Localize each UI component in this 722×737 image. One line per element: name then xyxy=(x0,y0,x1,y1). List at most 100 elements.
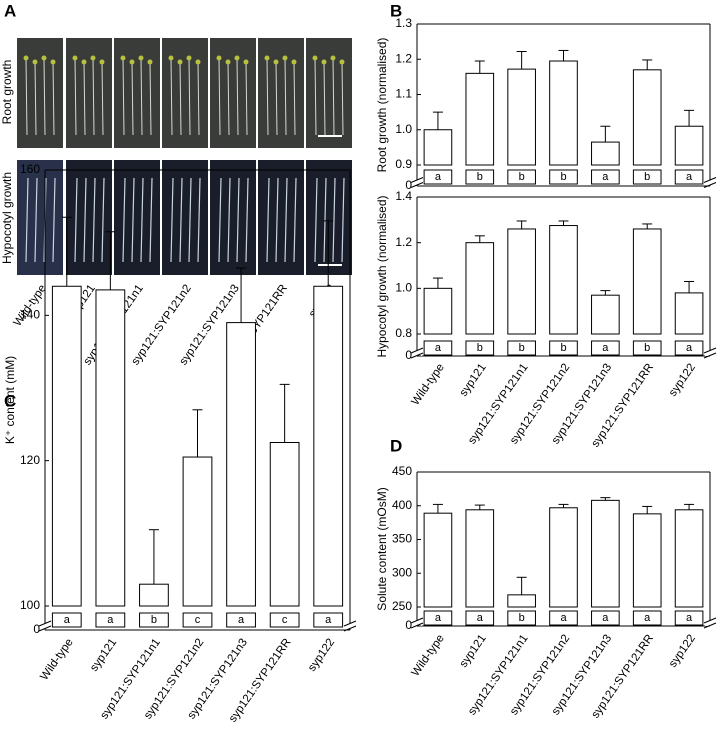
axis-break xyxy=(703,622,717,629)
panel-label: B xyxy=(390,1,402,20)
cotyledon xyxy=(120,55,126,61)
cotyledon xyxy=(81,59,87,65)
seedling xyxy=(74,177,78,263)
cotyledon xyxy=(225,59,231,65)
y-tick-label: 0.8 xyxy=(395,326,412,340)
cotyledon xyxy=(339,59,345,65)
seedling xyxy=(323,177,327,263)
seedling xyxy=(284,57,287,136)
bar xyxy=(423,287,453,335)
seedling xyxy=(188,57,191,136)
y-tick-label: 400 xyxy=(392,498,412,512)
significance-letter: b xyxy=(519,612,525,624)
letter-box xyxy=(507,340,536,356)
photo-hypocotyl xyxy=(210,160,256,275)
letter-box xyxy=(465,340,495,356)
bar xyxy=(549,60,578,166)
cotyledon xyxy=(243,59,249,65)
axis-break xyxy=(38,625,52,632)
bar xyxy=(632,228,662,335)
bar xyxy=(674,125,704,166)
cotyledon xyxy=(168,55,174,61)
letter-box xyxy=(632,340,662,356)
letter-box xyxy=(423,340,453,356)
letter-box xyxy=(313,612,344,628)
significance-letter: b xyxy=(644,342,650,354)
bar xyxy=(507,594,536,608)
y-axis-title: Root growth (normalised) xyxy=(375,38,389,173)
cotyledon xyxy=(138,55,144,61)
photo-root xyxy=(17,38,63,148)
seedling xyxy=(34,177,38,263)
bar xyxy=(423,512,453,608)
letter-box xyxy=(632,610,662,626)
letter-box xyxy=(423,169,453,185)
significance-letter: b xyxy=(477,342,483,354)
y-tick-label: 0.9 xyxy=(395,157,412,171)
cotyledon xyxy=(291,59,297,65)
cotyledon xyxy=(234,55,240,61)
letter-box xyxy=(51,612,82,628)
letter-box xyxy=(507,610,536,626)
x-tick-label: Wild-type xyxy=(410,633,447,679)
significance-letter: c xyxy=(195,614,201,626)
y-tick-label: 100 xyxy=(20,598,40,612)
photo-root xyxy=(114,38,160,148)
photo-hypocotyl xyxy=(66,160,112,275)
seedling xyxy=(179,177,183,263)
seedling xyxy=(245,61,248,136)
axis-break xyxy=(703,617,717,624)
significance-letter: a xyxy=(238,614,245,626)
letter-box xyxy=(549,610,578,626)
cotyledon xyxy=(195,59,201,65)
letter-box xyxy=(549,169,578,185)
axis-break xyxy=(703,347,717,354)
seedling xyxy=(197,177,201,263)
seedling xyxy=(218,57,221,136)
seedling xyxy=(83,177,87,263)
row-label: Root growth xyxy=(0,60,14,125)
bar xyxy=(507,228,536,335)
significance-letter: b xyxy=(560,342,566,354)
y-tick-label: 450 xyxy=(392,464,412,478)
seedling xyxy=(43,57,46,136)
seedling xyxy=(227,61,230,136)
cotyledon xyxy=(41,55,47,61)
bar xyxy=(269,442,300,607)
bar xyxy=(139,583,169,607)
photo-root xyxy=(210,38,256,148)
axis-break-gap xyxy=(40,624,50,629)
seedling xyxy=(140,57,143,136)
seedling xyxy=(25,57,28,136)
axis-break-gap xyxy=(705,180,715,186)
cotyledon xyxy=(273,59,279,65)
y-tick-label: 1.2 xyxy=(395,235,412,249)
significance-letter: b xyxy=(560,171,566,183)
letter-box xyxy=(269,612,300,628)
seedling xyxy=(92,57,95,136)
seedling xyxy=(341,61,344,136)
bar xyxy=(549,507,578,608)
y-tick-label: 1.4 xyxy=(395,189,412,203)
seedling xyxy=(83,61,86,136)
significance-letter: a xyxy=(686,342,693,354)
cotyledon xyxy=(129,59,135,65)
seedling xyxy=(34,61,37,136)
y-tick-label: 0 xyxy=(405,348,412,362)
seedling xyxy=(101,177,105,263)
axis-break xyxy=(703,182,717,188)
y-axis-title: Hypocotyl growth (normalised) xyxy=(375,195,389,357)
cotyledon xyxy=(72,55,78,61)
seedling xyxy=(341,177,345,263)
cotyledon xyxy=(23,55,29,61)
axis-break xyxy=(410,347,424,354)
bar xyxy=(313,285,344,607)
photo-root xyxy=(258,38,304,148)
x-tick-label: syp121 xyxy=(458,633,489,670)
letter-box xyxy=(182,612,213,628)
seedling xyxy=(332,177,336,263)
photo-hypocotyl xyxy=(17,160,63,275)
significance-letter: a xyxy=(435,342,442,354)
letter-box xyxy=(226,612,256,628)
